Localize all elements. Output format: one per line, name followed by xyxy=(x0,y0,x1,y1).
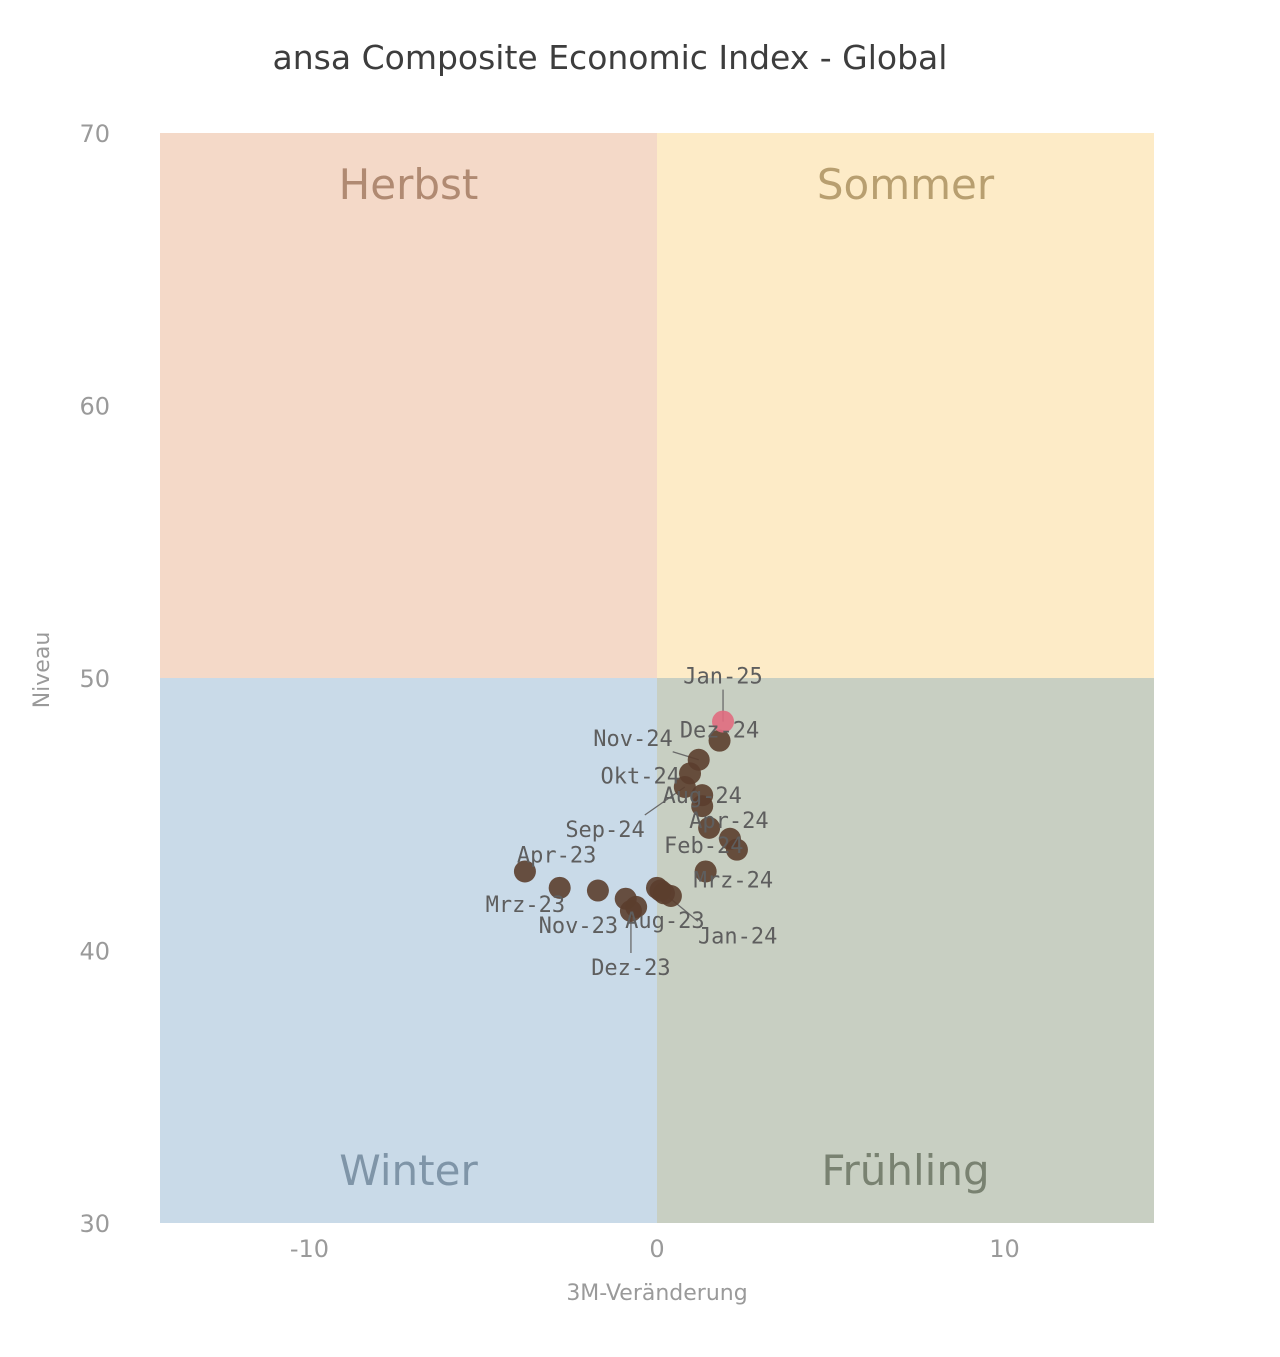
data-point xyxy=(687,748,710,771)
x-tick-label: 0 xyxy=(649,1235,664,1263)
data-point xyxy=(691,784,714,807)
point-label: Dez-23 xyxy=(591,956,670,981)
point-label: Sep-24 xyxy=(565,818,644,843)
chart-title: ansa Composite Economic Index - Global xyxy=(272,38,948,77)
quadrant-label-winter: Winter xyxy=(339,1146,478,1195)
point-label: Okt-24 xyxy=(601,764,680,789)
quadrant-backgrounds xyxy=(160,133,1154,1223)
data-points xyxy=(513,710,748,922)
y-axis-ticks: 30 40 50 60 70 xyxy=(79,120,110,1238)
point-label: Jan-24 xyxy=(698,924,777,949)
quadrant-herbst xyxy=(160,133,657,678)
point-label: Aug-23 xyxy=(625,909,704,934)
quadrant-winter xyxy=(160,678,657,1223)
point-label: Feb-24 xyxy=(664,834,743,859)
quadrant-labels: Herbst Sommer Winter Frühling xyxy=(339,160,995,1195)
data-point xyxy=(698,816,721,839)
x-axis-ticks: -10 0 10 xyxy=(290,1235,1020,1263)
y-tick-label: 40 xyxy=(79,938,110,966)
point-label: Mrz-23 xyxy=(486,893,565,918)
data-point xyxy=(586,879,609,902)
data-point xyxy=(708,729,731,752)
quadrant-label-herbst: Herbst xyxy=(339,160,479,209)
quadrant-label-sommer: Sommer xyxy=(817,160,995,209)
point-label: Apr-23 xyxy=(517,843,596,868)
quadrant-sommer xyxy=(657,133,1154,678)
quadrant-fr-hling xyxy=(657,678,1154,1223)
point-labels: Mrz-23 Apr-23 Aug-23 Nov-23 Dez-23 Jan-24 Feb-… xyxy=(486,665,778,981)
x-tick-label: -10 xyxy=(290,1235,329,1263)
data-point xyxy=(513,860,536,883)
data-point xyxy=(548,876,571,899)
y-tick-label: 70 xyxy=(79,120,110,148)
quadrant-label-fr-hling: Frühling xyxy=(821,1146,989,1195)
y-tick-label: 60 xyxy=(79,393,110,421)
point-label: Nov-23 xyxy=(539,914,618,939)
point-label: Dez-24 xyxy=(680,719,759,744)
point-label: Mrz-24 xyxy=(694,868,773,893)
y-tick-label: 30 xyxy=(79,1210,110,1238)
x-tick-label: 10 xyxy=(989,1235,1020,1263)
point-label: Jan-25 xyxy=(683,665,762,690)
data-point-highlighted xyxy=(712,710,735,733)
data-point xyxy=(619,899,642,922)
point-label: Apr-24 xyxy=(689,809,768,834)
data-point xyxy=(652,882,675,905)
data-point xyxy=(694,860,717,883)
x-axis-label: 3M-Veränderung xyxy=(566,1281,747,1306)
data-point xyxy=(725,838,748,861)
y-tick-label: 50 xyxy=(79,665,110,693)
point-label: Nov-24 xyxy=(593,727,672,752)
point-label: Aug-24 xyxy=(662,784,741,809)
y-axis-label: Niveau xyxy=(30,632,55,709)
